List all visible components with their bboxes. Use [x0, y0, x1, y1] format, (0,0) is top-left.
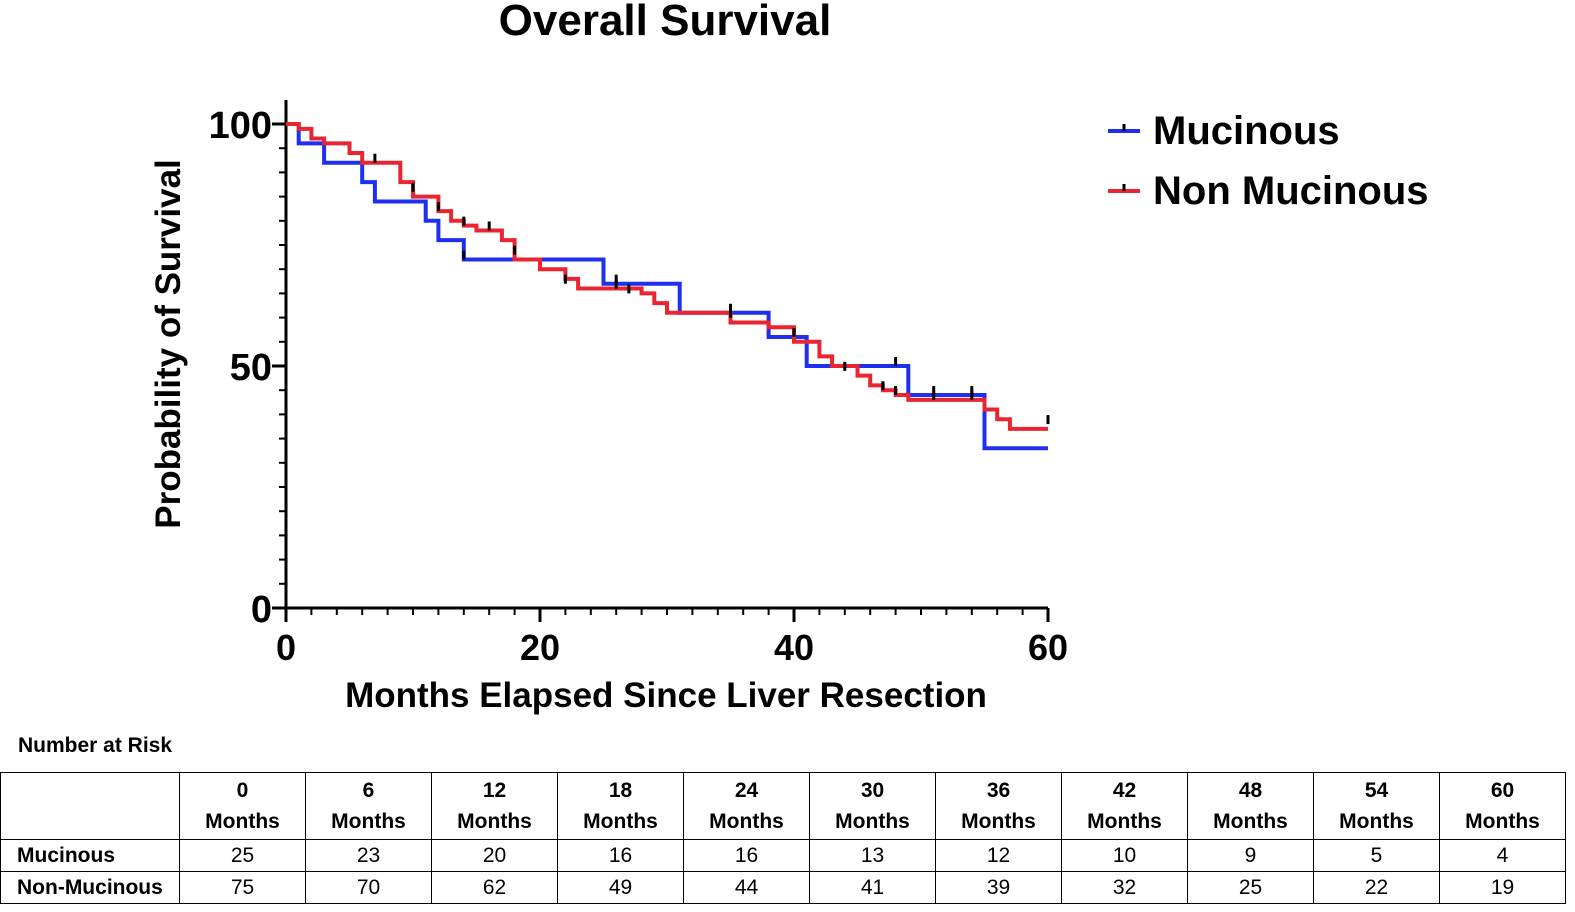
risk-cell: 19 [1439, 871, 1566, 904]
header-unit: Months [583, 810, 658, 833]
survival-chart: 0 20 40 60 0 50 100 Probability of Survival Mo… [149, 100, 1429, 715]
x-axis-label: Months Elapsed Since Liver Resection [345, 676, 987, 715]
series-non-mucinous [286, 122, 1050, 431]
header-6-months: 6 Months [305, 772, 432, 840]
header-num: 36 [986, 779, 1011, 802]
series-layer [286, 122, 1050, 451]
header-36-months: 36 Months [935, 772, 1062, 840]
risk-table-title: Number at Risk [18, 734, 173, 757]
header-48-months: 48 Months [1187, 772, 1314, 840]
x-tick-label: 40 [774, 627, 814, 668]
header-unit: Months [1339, 810, 1414, 833]
y-tick-label: 0 [251, 589, 272, 631]
risk-row-mucinous: Mucinous 25 23 20 16 16 13 12 10 9 5 4 [0, 839, 1566, 872]
header-18-months: 18 Months [557, 772, 684, 840]
risk-cell: 9 [1187, 839, 1314, 872]
risk-cell: 62 [431, 871, 558, 904]
risk-cell: 41 [809, 871, 936, 904]
header-unit: Months [835, 810, 910, 833]
risk-row-non-mucinous: Non-Mucinous 75 70 62 49 44 41 39 32 25 … [0, 871, 1566, 904]
header-num: 0 [236, 779, 249, 802]
header-num: 48 [1238, 779, 1263, 802]
header-unit: Months [1213, 810, 1288, 833]
risk-table-header-row: 0 Months 6 Months 12 Months 18 Months 24 Mont… [0, 772, 1566, 840]
risk-cell: 16 [557, 839, 684, 872]
header-unit: Months [961, 810, 1036, 833]
header-42-months: 42 Months [1061, 772, 1188, 840]
risk-cell: 70 [305, 871, 432, 904]
axes: 0 20 40 60 0 50 100 [209, 100, 1068, 668]
header-unit: Months [205, 810, 280, 833]
header-60-months: 60 Months [1439, 772, 1566, 840]
chart-title: Overall Survival [498, 0, 832, 45]
risk-cell: 32 [1061, 871, 1188, 904]
risk-cell: 13 [809, 839, 936, 872]
minor-ticks [279, 123, 1049, 615]
header-unit: Months [1087, 810, 1162, 833]
x-tick-label: 0 [276, 627, 296, 668]
risk-cell: 39 [935, 871, 1062, 904]
header-num: 12 [482, 779, 507, 802]
header-num: 24 [734, 779, 759, 802]
legend-item-non-mucinous: Non Mucinous [1108, 169, 1429, 213]
risk-cell: 16 [683, 839, 810, 872]
row-label: Non-Mucinous [0, 871, 180, 904]
risk-cell: 22 [1313, 871, 1440, 904]
y-tick-label: 50 [230, 347, 272, 389]
risk-cell: 4 [1439, 839, 1566, 872]
header-num: 30 [860, 779, 885, 802]
header-unit: Months [1465, 810, 1540, 833]
risk-cell: 23 [305, 839, 432, 872]
risk-cell: 20 [431, 839, 558, 872]
header-num: 60 [1490, 779, 1515, 802]
risk-cell: 10 [1061, 839, 1188, 872]
x-tick-label: 20 [520, 627, 560, 668]
legend-label-mucinous: Mucinous [1153, 109, 1340, 153]
header-unit: Months [331, 810, 406, 833]
risk-cell: 25 [1187, 871, 1314, 904]
major-ticks: 0 20 40 60 0 50 100 [209, 105, 1068, 668]
header-num: 6 [362, 779, 375, 802]
header-54-months: 54 Months [1313, 772, 1440, 840]
header-24-months: 24 Months [683, 772, 810, 840]
header-unit: Months [457, 810, 532, 833]
survival-curve-non-mucinous [286, 122, 1048, 431]
header-12-months: 12 Months [431, 772, 558, 840]
row-label: Mucinous [0, 839, 180, 872]
legend-item-mucinous: Mucinous [1108, 109, 1340, 153]
risk-cell: 25 [179, 839, 306, 872]
risk-cell: 5 [1313, 839, 1440, 872]
header-0-months: 0 Months [179, 772, 306, 840]
header-unit: Months [709, 810, 784, 833]
risk-table-corner-cell [0, 772, 180, 840]
header-30-months: 30 Months [809, 772, 936, 840]
y-axis-label: Probability of Survival [149, 159, 188, 529]
legend-label-non-mucinous: Non Mucinous [1153, 169, 1429, 213]
risk-cell: 75 [179, 871, 306, 904]
risk-cell: 44 [683, 871, 810, 904]
number-at-risk-table: 0 Months 6 Months 12 Months 18 Months 24 Mont… [0, 772, 1566, 904]
risk-cell: 12 [935, 839, 1062, 872]
header-num: 18 [608, 779, 633, 802]
risk-cell: 49 [557, 871, 684, 904]
header-num: 42 [1112, 779, 1137, 802]
legend: Mucinous Non Mucinous [1108, 109, 1429, 213]
x-tick-label: 60 [1028, 627, 1068, 668]
y-tick-label: 100 [209, 105, 272, 147]
header-num: 54 [1364, 779, 1389, 802]
